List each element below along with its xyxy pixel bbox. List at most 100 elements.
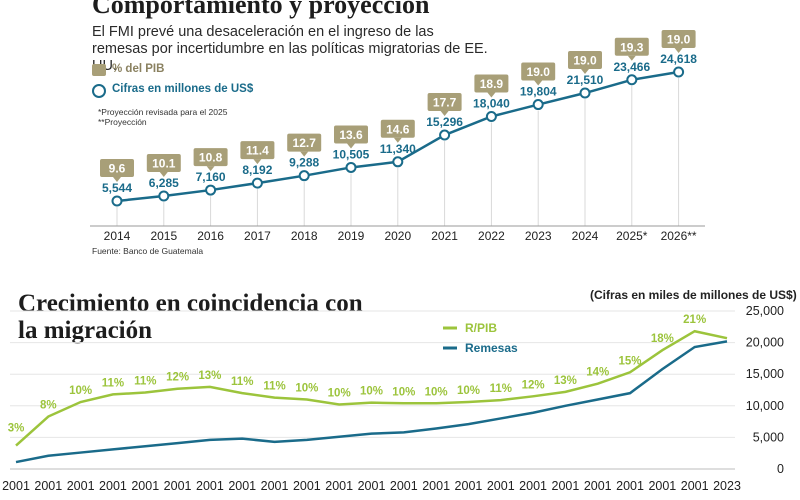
pib-tag-box <box>474 74 509 93</box>
top-data-point <box>298 170 310 182</box>
top-data-point <box>579 87 591 99</box>
top-data-point <box>532 99 544 111</box>
top-data-point <box>205 184 217 196</box>
top-x-tick-label: 2016 <box>197 229 224 243</box>
top-value-label: 18,040 <box>473 96 510 110</box>
top-x-tick-label: 2021 <box>431 229 458 243</box>
top-data-point <box>673 66 685 78</box>
bottom-x-tick-label: 2001 <box>131 479 159 493</box>
source-note: Fuente: Banco de Guatemala <box>92 246 204 256</box>
top-value-label: 10,505 <box>333 147 370 161</box>
top-x-tick-label: 2022 <box>478 229 505 243</box>
bottom-x-tick-label: 2001 <box>487 479 515 493</box>
rpib-series-line <box>15 329 728 447</box>
pib-tag-pointer <box>113 177 121 182</box>
rpib-value-label: 11% <box>231 376 253 388</box>
legend-pib-label: % del PIB <box>112 63 165 75</box>
pib-tag-box <box>614 37 649 56</box>
bottom-y-tick-label: 5,000 <box>753 430 784 444</box>
bottom-x-tick-label: 2001 <box>164 479 192 493</box>
pib-tag-label: 14.6 <box>386 122 410 136</box>
pib-tag-pointer <box>393 137 402 143</box>
pib-tag-label: 19.0 <box>667 33 691 47</box>
pib-tag-label: 12.7 <box>293 136 317 150</box>
rpib-value-label: 11% <box>490 383 512 395</box>
legend-rpib-label: R/PIB <box>465 321 497 335</box>
top-x-tick-label: 2019 <box>338 229 365 243</box>
rpib-value-label: 3% <box>8 423 25 435</box>
bottom-line-chart: 0 5,000 10,000 15,000 20,000 25,000 R/PIB Remes… <box>2 304 784 493</box>
top-x-tick-label: 2015 <box>150 229 177 243</box>
top-data-point <box>626 74 638 86</box>
top-data-point <box>439 129 451 141</box>
pib-tag-label: 19.0 <box>573 54 597 68</box>
pib-tag-box <box>380 119 415 138</box>
rpib-value-label: 11% <box>102 377 124 389</box>
rpib-value-label: 21% <box>683 314 706 326</box>
rpib-value-label: 10% <box>69 385 92 397</box>
top-value-label: 19,804 <box>520 85 557 99</box>
pib-tag-pointer <box>159 171 168 177</box>
top-x-tick-label: 2026** <box>661 229 697 243</box>
note-projection-revised: *Proyección revisada para el 2025 <box>98 107 228 117</box>
top-data-point <box>485 110 497 122</box>
bottom-x-tick-label: 2023 <box>713 479 741 493</box>
top-line-chart: 5,544 9.6 2014 6,285 10.1 2015 7,160 10.8 2016 8,… <box>90 30 705 243</box>
pib-tag-pointer <box>581 69 589 75</box>
rpib-value-label: 10% <box>457 385 480 397</box>
pib-tag-label: 13.6 <box>339 128 363 142</box>
rpib-value-label: 13% <box>554 375 577 387</box>
rpib-value-label: 18% <box>651 333 674 345</box>
top-value-label: 15,296 <box>426 115 463 129</box>
bottom-y-tick-label: 10,000 <box>746 399 784 413</box>
legend-cifras-marker <box>92 84 106 98</box>
pib-tag-pointer <box>253 159 262 165</box>
rpib-value-label: 10% <box>328 388 351 400</box>
pib-tag-pointer <box>206 166 215 172</box>
pib-tag-box <box>427 93 462 112</box>
top-data-point <box>111 195 123 207</box>
pib-tag-box <box>568 51 602 70</box>
top-value-label: 6,285 <box>149 176 179 190</box>
pib-tag-pointer <box>534 80 543 86</box>
pib-tag-box <box>146 153 181 172</box>
pib-tag-box <box>240 141 275 160</box>
top-value-label: 5,544 <box>102 181 132 195</box>
bottom-x-tick-label: 2001 <box>519 479 547 493</box>
bottom-x-tick-label: 2001 <box>261 479 289 493</box>
bottom-x-tick-label: 2001 <box>358 479 386 493</box>
pib-tag-label: 19.0 <box>527 65 551 79</box>
top-value-label: 7,160 <box>196 170 226 184</box>
top-value-label: 8,192 <box>242 163 272 177</box>
pib-tag-pointer <box>347 143 355 149</box>
bottom-x-tick-label: 2001 <box>422 479 450 493</box>
rpib-value-label: 11% <box>134 376 156 388</box>
bottom-x-tick-label: 2001 <box>616 479 644 493</box>
bottom-y-tick-label: 25,000 <box>746 304 784 318</box>
bottom-x-tick-label: 2001 <box>293 479 321 493</box>
top-value-label: 21,510 <box>567 73 604 87</box>
bottom-y-tick-label: 15,000 <box>746 367 784 381</box>
pib-tag-box <box>661 30 696 48</box>
note-projection: **Proyección <box>98 117 147 127</box>
bottom-y-tick-label: 20,000 <box>746 336 784 350</box>
pib-tag-label: 10.1 <box>152 156 176 170</box>
pib-tag-pointer <box>487 92 496 98</box>
rpib-value-label: 10% <box>425 386 448 398</box>
bottom-x-tick-label: 2001 <box>455 479 483 493</box>
pib-tag-label: 19.3 <box>620 40 644 54</box>
remesas-series-line <box>15 340 728 464</box>
rpib-value-label: 12% <box>166 372 189 384</box>
pib-tag-pointer <box>440 111 449 117</box>
rpib-value-label: 13% <box>198 370 221 382</box>
bottom-x-tick-label: 2001 <box>228 479 256 493</box>
top-value-label: 11,340 <box>380 142 416 156</box>
bottom-x-tick-label: 2001 <box>196 479 224 493</box>
top-x-tick-label: 2020 <box>384 229 411 243</box>
top-data-point <box>345 161 357 173</box>
pib-tag-box <box>334 125 368 144</box>
top-x-tick-label: 2023 <box>525 229 552 243</box>
rpib-value-label: 10% <box>392 386 415 398</box>
bottom-x-tick-label: 2001 <box>325 479 353 493</box>
top-x-tick-label: 2017 <box>244 229 271 243</box>
